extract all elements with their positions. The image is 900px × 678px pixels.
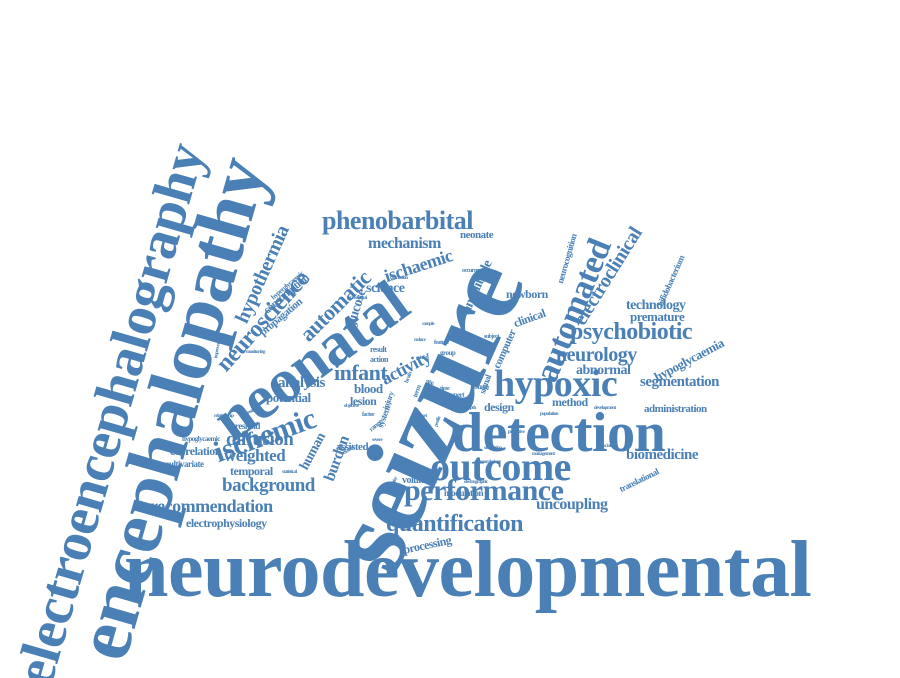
word-design: design [484, 400, 514, 414]
word-morphology: morphology [480, 460, 501, 465]
word-method: method [552, 395, 588, 409]
word-management: management [532, 452, 555, 457]
word-feature: feature [434, 340, 449, 346]
word-sample: sample [422, 322, 435, 327]
word-reduce: reduce [414, 338, 426, 343]
word-time: time [440, 386, 450, 392]
word-factor: factor [362, 412, 375, 418]
word-objective: objective [344, 404, 359, 409]
word-correlation: correlation [170, 444, 221, 458]
word-depth: depth [466, 406, 476, 411]
word-development: development [594, 406, 616, 411]
word-threshold: threshold [228, 421, 260, 431]
word-preclinical: preclinical [350, 296, 367, 301]
word-action: action [370, 355, 388, 364]
word-modulation: modulation [444, 488, 484, 498]
word-association: association [598, 444, 616, 449]
word-biomedicine: biomedicine [626, 447, 699, 463]
word-monitoring: monitoring [246, 350, 265, 355]
word-volunteer: volunteer [402, 475, 439, 486]
word-conclusion: conclusion [390, 276, 408, 281]
word-neurology: neurology [556, 344, 637, 366]
word-burst: burst [474, 383, 488, 391]
word-uncoupling: uncoupling [536, 496, 608, 513]
word-neonate: neonate [460, 229, 494, 241]
word-subject: subject [484, 334, 499, 340]
word-performance: performance [404, 474, 564, 507]
word-value: value [436, 364, 445, 369]
word-trial: trial [456, 371, 467, 379]
word-population: population [540, 412, 559, 417]
word-group: group [440, 349, 456, 357]
word-infant: infant [334, 360, 388, 385]
word-multivariate: multivariate [162, 459, 204, 469]
word-weighted: weighted [224, 446, 286, 465]
word-analysis: analysis [278, 375, 325, 391]
word-science: science [366, 281, 405, 296]
word-lesion: lesion [350, 394, 377, 408]
word-hypoglycaemic: hypoglycaemic [182, 435, 220, 443]
word-expert: expert [448, 391, 465, 399]
word-neurodevelopmental: neurodevelopmental [124, 526, 812, 614]
word-blood: blood [354, 381, 383, 396]
word-predictive: predictive [508, 430, 525, 435]
word-technology: technology [626, 298, 686, 313]
word-cohort: cohort [416, 356, 427, 361]
word-hypoxic: hypoxic [494, 363, 618, 405]
word-diffusion: diffusion [226, 429, 294, 450]
word-detection: detection [452, 402, 666, 464]
word-outcome: outcome [430, 444, 571, 489]
word-newborn: newborn [506, 287, 548, 301]
word-severe: severe [372, 438, 383, 443]
word-segmentation: segmentation [640, 374, 720, 390]
word-relationship: relationship [214, 414, 234, 419]
word-translational: translational [617, 466, 661, 495]
word-recommendation: recommendation [150, 496, 273, 516]
word-occurrence: occurrence [462, 268, 486, 274]
word-result: result [370, 345, 387, 354]
word-psychobiotic: psychobiotic [570, 319, 693, 345]
word-simulation: simulation [484, 446, 502, 451]
word-onset: onset [418, 414, 427, 419]
word-background: background [222, 475, 315, 496]
word-phenobarbital: phenobarbital [322, 206, 474, 235]
word-administration: administration [644, 403, 707, 415]
word-assisted: assisted [336, 441, 369, 453]
word-statistical: statistical [282, 470, 297, 475]
word-abnormal: abnormal [576, 363, 631, 378]
word-quantification: quantification [386, 511, 524, 537]
word-life: life [426, 379, 434, 387]
word-premature: premature [630, 309, 685, 324]
word-temporal: temporal [230, 464, 273, 478]
word-electrographic: electrographic [464, 480, 488, 485]
word-electrophysiology: electrophysiology [186, 516, 267, 530]
word-mechanism: mechanism [368, 235, 441, 252]
word-potential: potential [266, 390, 311, 405]
